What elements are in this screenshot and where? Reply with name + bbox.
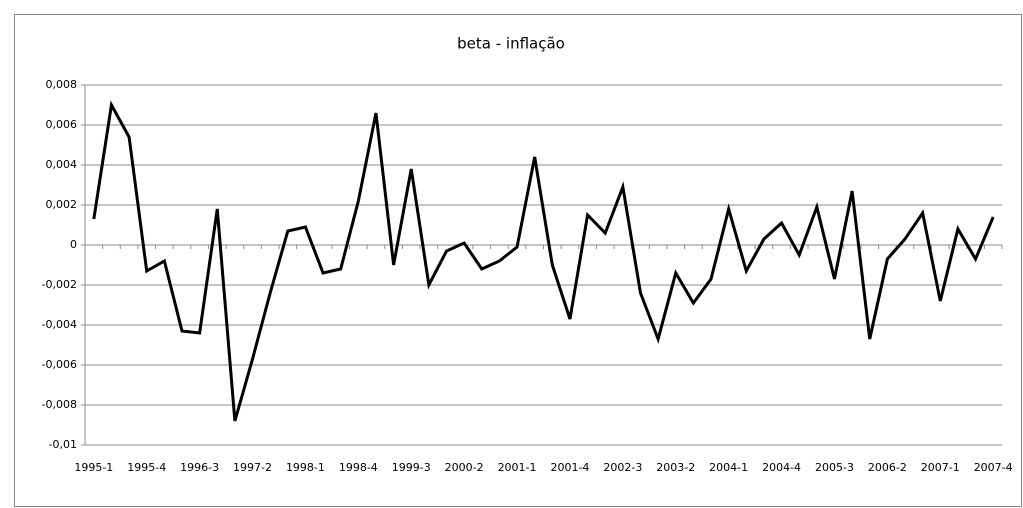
- chart-frame: [14, 14, 1022, 507]
- chart-title: beta - inflação: [457, 35, 565, 53]
- x-tick-label: 2003-2: [656, 461, 695, 474]
- x-tick-label: 1998-4: [339, 461, 378, 474]
- data-line: [92, 100, 995, 422]
- x-tick-label: 2007-1: [921, 461, 960, 474]
- y-tick-label: 0,004: [46, 158, 78, 171]
- x-tick-label: 2004-4: [762, 461, 801, 474]
- x-tick-label: 1995-1: [74, 461, 113, 474]
- y-tick-label: 0,006: [46, 118, 78, 131]
- y-tick-label: -0,01: [49, 438, 77, 451]
- y-tick-label: -0,004: [42, 318, 77, 331]
- x-tick-label: 2001-4: [550, 461, 589, 474]
- x-tick-label: 2007-4: [974, 461, 1013, 474]
- y-tick-label: -0,008: [42, 398, 77, 411]
- x-tick-label: 2004-1: [709, 461, 748, 474]
- x-tick-label: 1997-2: [233, 461, 272, 474]
- y-tick-label: -0,006: [42, 358, 77, 371]
- y-tick-label: 0,008: [46, 78, 78, 91]
- x-tick-label: 1996-3: [180, 461, 219, 474]
- x-tick-label: 1995-4: [127, 461, 166, 474]
- x-tick-label: 2001-1: [498, 461, 537, 474]
- x-tick-label: 1998-1: [286, 461, 325, 474]
- y-tick-label: 0: [70, 238, 77, 251]
- x-tick-label: 2006-2: [868, 461, 907, 474]
- x-tick-label: 2005-3: [815, 461, 854, 474]
- x-tick-label: 1999-3: [392, 461, 431, 474]
- x-tick-label: 2000-2: [445, 461, 484, 474]
- y-tick-label: -0,002: [42, 278, 77, 291]
- y-tick-label: 0,002: [46, 198, 78, 211]
- x-tick-label: 2002-3: [603, 461, 642, 474]
